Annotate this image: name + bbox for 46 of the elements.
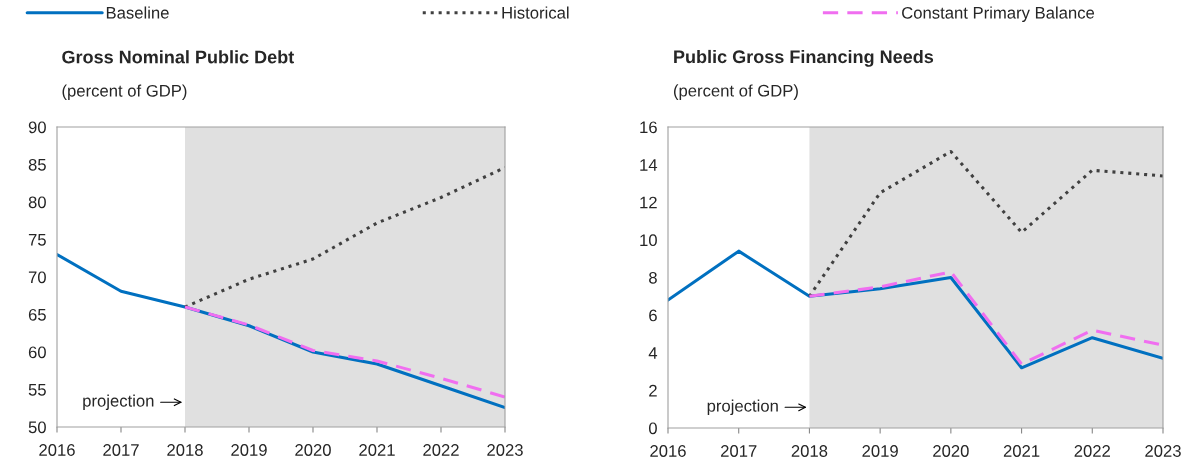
y-tick-label: 65 — [28, 308, 46, 321]
x-tick-label: 2019 — [231, 444, 267, 456]
annotation: projection — [83, 394, 154, 411]
y-tick-label: 6 — [649, 309, 657, 322]
y-tick-label: 60 — [28, 346, 46, 359]
chart-title: Gross Nominal Public Debt — [62, 50, 295, 64]
y-tick-label: 70 — [28, 271, 46, 284]
x-tick-label: 2023 — [1145, 445, 1181, 457]
chart-subtitle: (percent of GDP) — [62, 84, 187, 100]
y-tick-label: 2 — [649, 384, 657, 397]
legend-label: Constant Primary Balance — [902, 6, 1095, 22]
legend-label: Historical — [502, 6, 569, 19]
x-tick-label: 2020 — [933, 445, 969, 457]
x-tick-label: 2021 — [359, 444, 395, 456]
annotation: projection — [707, 399, 778, 416]
y-tick-label: 50 — [28, 421, 46, 434]
chart-subtitle: (percent of GDP) — [673, 84, 798, 100]
x-tick-label: 2017 — [721, 445, 757, 457]
line-series — [183, 305, 505, 399]
chart-title: Public Gross Financing Needs — [674, 49, 934, 67]
line-series — [668, 249, 1163, 370]
y-tick-label: 90 — [28, 121, 46, 134]
y-tick-label: 16 — [640, 121, 657, 134]
y-tick-label: 75 — [28, 234, 46, 246]
x-tick-label: 2017 — [103, 444, 139, 456]
x-tick-label: 2019 — [862, 445, 898, 457]
y-tick-label: 8 — [649, 271, 657, 284]
y-tick-label: 4 — [648, 347, 658, 359]
y-tick-label: 14 — [640, 159, 658, 171]
x-tick-label: 2021 — [1003, 445, 1040, 457]
x-tick-label: 2020 — [295, 444, 331, 456]
x-tick-label: 2016 — [650, 445, 686, 457]
legend-label: Baseline — [106, 6, 169, 19]
x-tick-label: 2018 — [167, 444, 203, 456]
x-tick-label: 2022 — [1074, 445, 1110, 457]
y-tick-label: 10 — [640, 234, 657, 247]
x-tick-label: 2016 — [39, 444, 75, 456]
x-tick-label: 2022 — [423, 444, 459, 456]
y-tick-label: 0 — [648, 422, 657, 435]
line-series — [807, 149, 1163, 298]
x-tick-label: 2023 — [487, 444, 523, 456]
y-tick-label: 80 — [28, 196, 46, 209]
y-tick-label: 12 — [640, 196, 657, 209]
y-tick-label: 55 — [28, 384, 46, 396]
y-tick-label: 85 — [28, 158, 46, 171]
x-tick-label: 2018 — [791, 445, 828, 457]
